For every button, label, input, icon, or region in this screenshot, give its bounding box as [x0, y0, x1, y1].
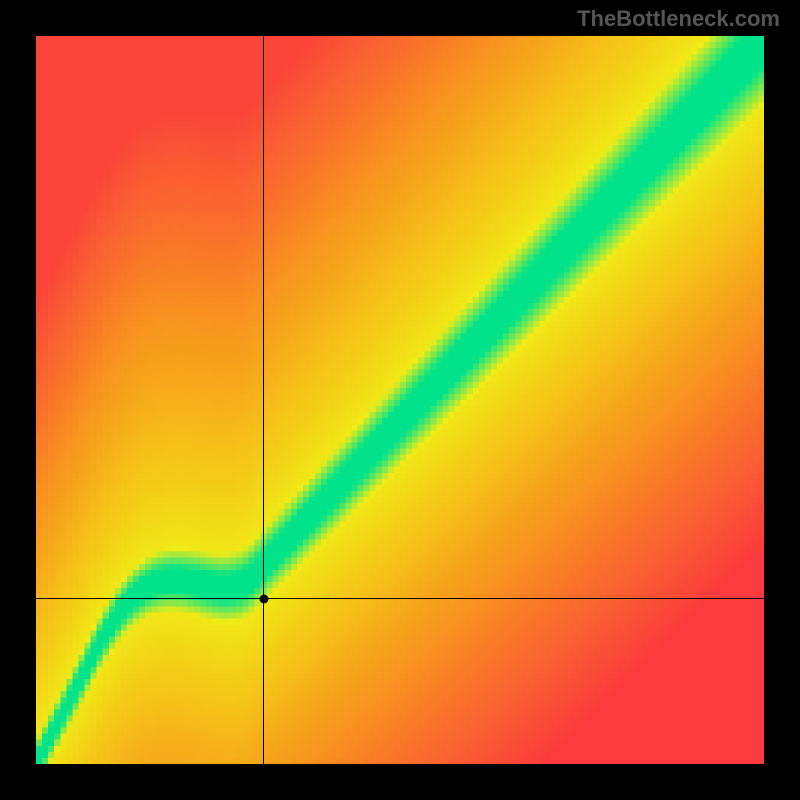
- page-root: TheBottleneck.com: [0, 0, 800, 800]
- heatmap-canvas: [36, 36, 764, 764]
- heatmap-plot: [36, 36, 764, 764]
- crosshair-vertical: [263, 36, 264, 764]
- attribution-text: TheBottleneck.com: [577, 6, 780, 32]
- bottleneck-marker: [259, 594, 268, 603]
- crosshair-horizontal: [36, 598, 764, 599]
